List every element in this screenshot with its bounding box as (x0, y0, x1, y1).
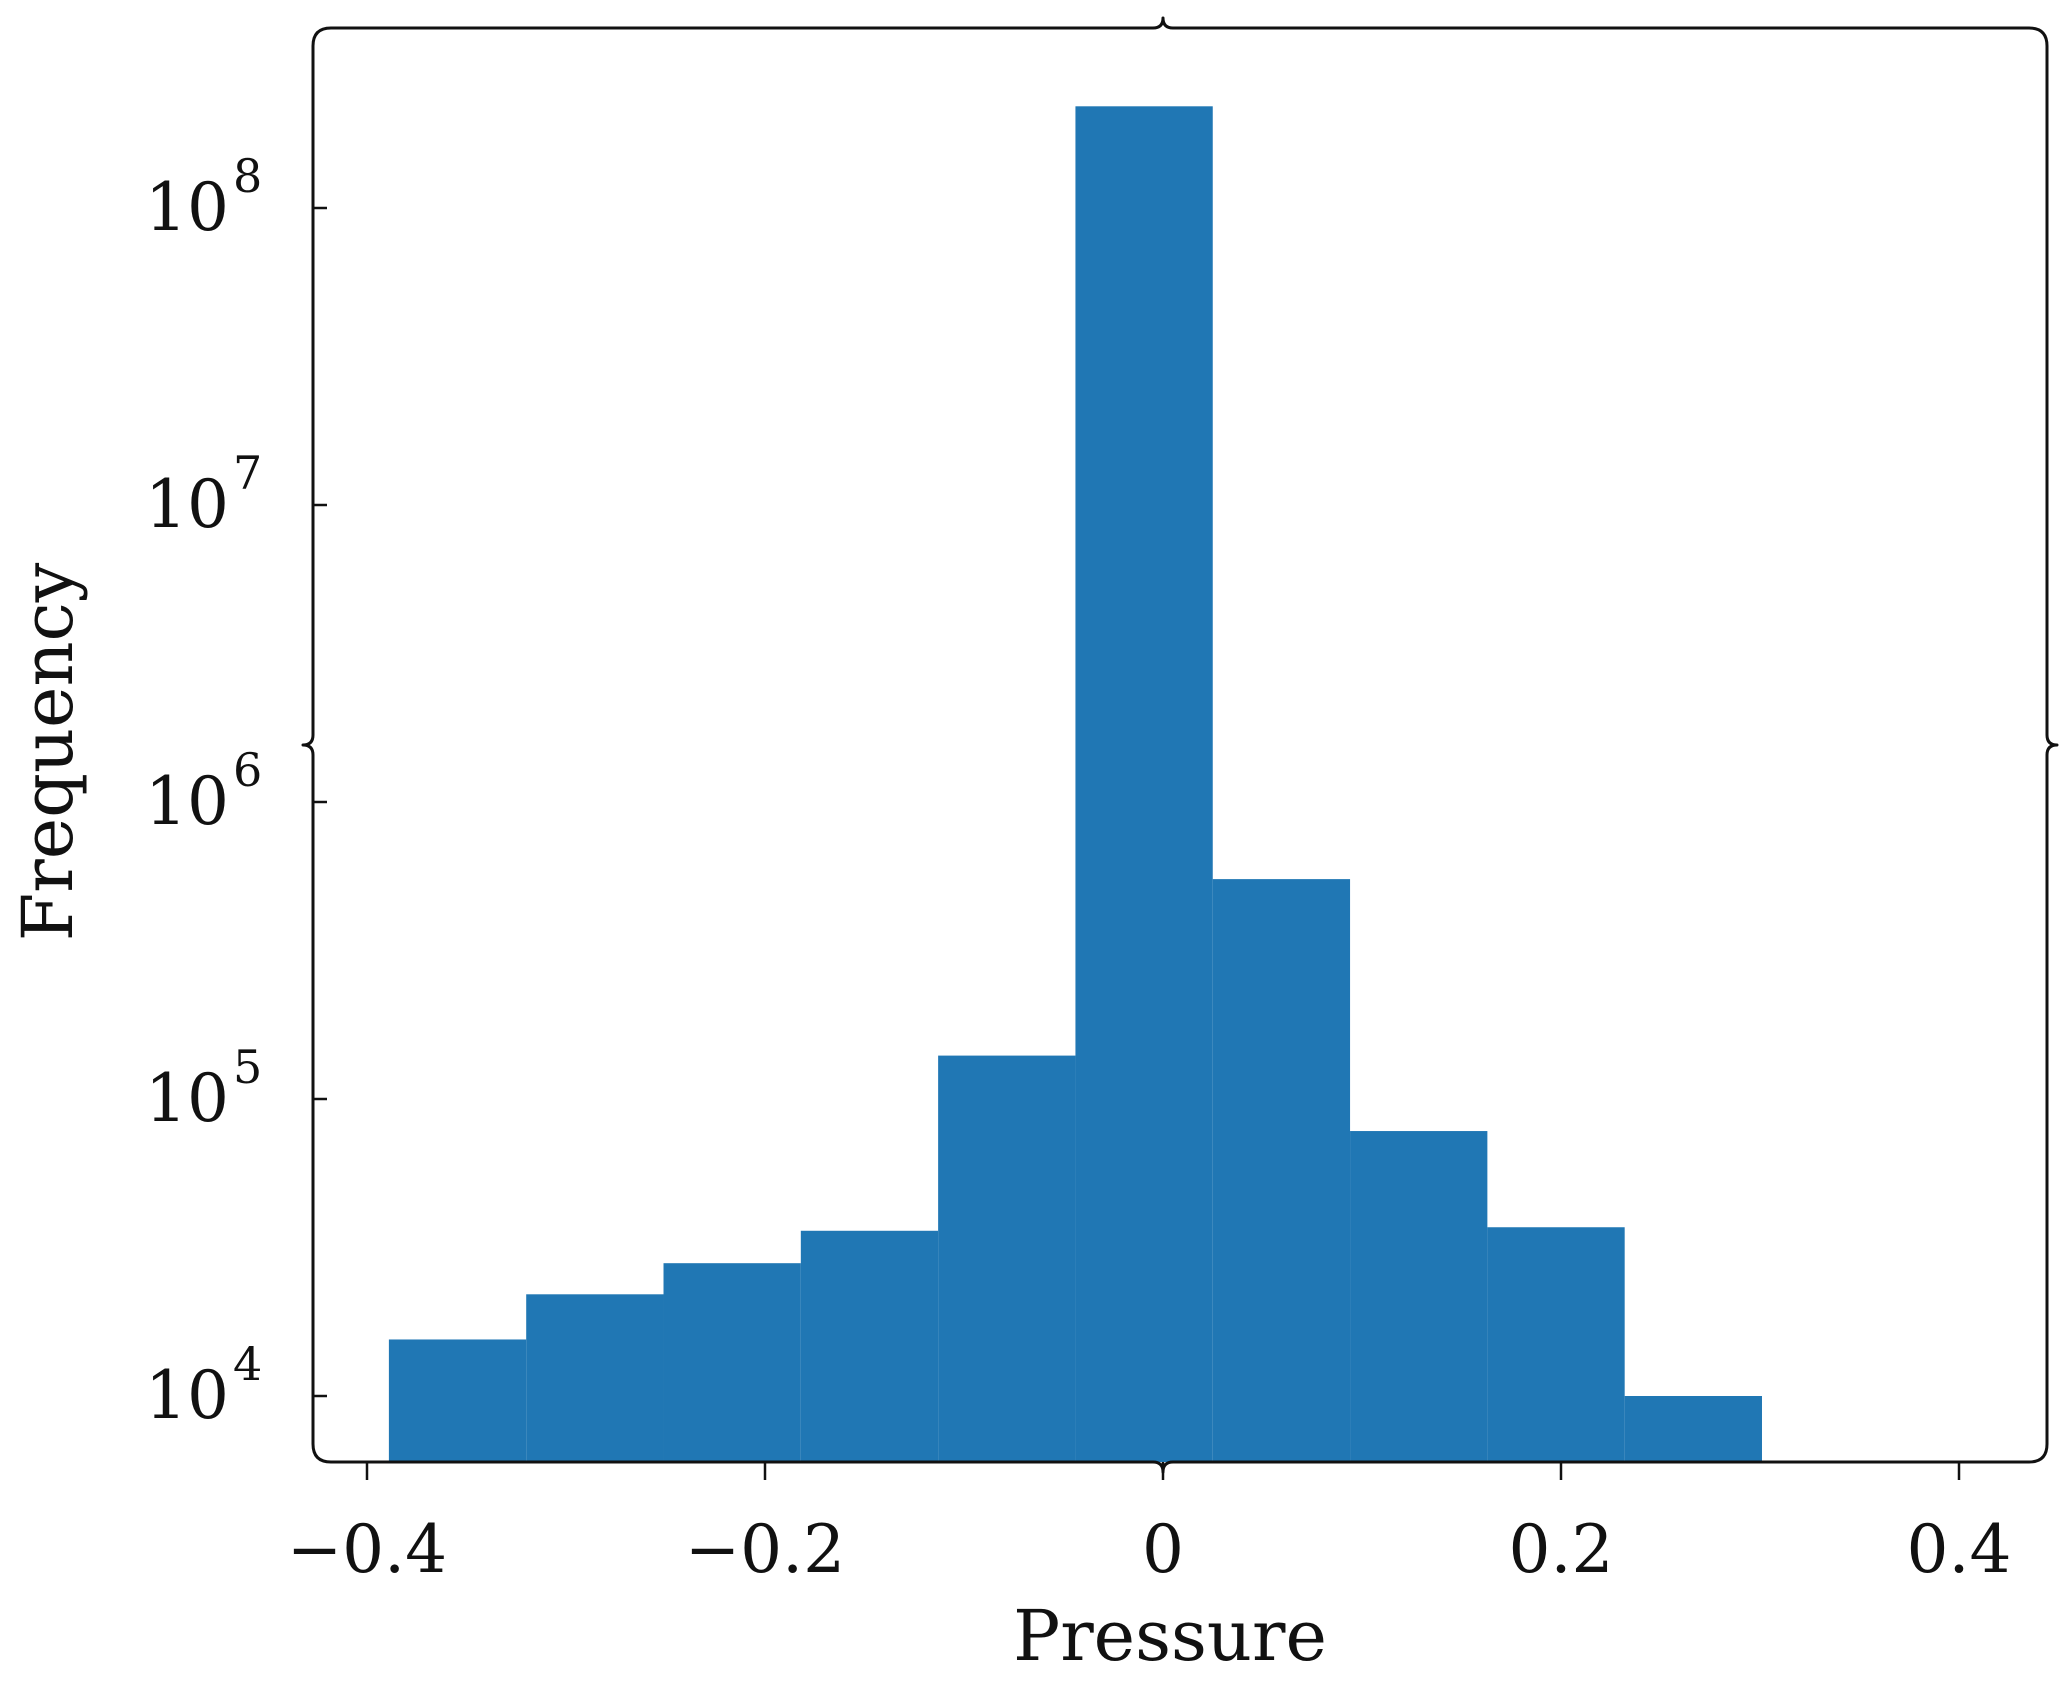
histogram-bar (663, 1263, 801, 1462)
x-tick-label: 0 (1142, 1511, 1184, 1588)
histogram-bar (388, 1339, 527, 1462)
y-tick-label: 10 (145, 466, 229, 543)
histogram-bar (1624, 1396, 1762, 1462)
histogram-bar (1212, 879, 1351, 1462)
histogram-bar (1350, 1131, 1488, 1462)
y-tick-label: 10 (145, 169, 229, 246)
y-tick-exponent: 6 (233, 743, 262, 797)
y-tick-exponent: 4 (233, 1337, 262, 1391)
histogram-bar (800, 1230, 939, 1462)
x-tick-label: −0.2 (685, 1511, 845, 1588)
bars-group (388, 106, 1762, 1463)
histogram-bar (526, 1294, 664, 1462)
y-tick-label: 10 (145, 1060, 229, 1137)
x-axis-title: Pressure (1013, 1595, 1327, 1677)
x-tick-label: 0.4 (1907, 1511, 2012, 1588)
y-tick-exponent: 7 (233, 446, 262, 500)
plot-frame (301, 16, 2059, 1474)
x-tick-label: 0.2 (1509, 1511, 1614, 1588)
y-tick-label: 10 (145, 1357, 229, 1434)
x-axis-ticks: −0.4 −0.2 0 0.2 0.4 (287, 1462, 2012, 1588)
y-tick-exponent: 5 (233, 1040, 262, 1094)
y-tick-exponent: 8 (233, 149, 262, 203)
y-axis-title: Frequency (7, 562, 89, 941)
x-tick-label: −0.4 (287, 1511, 447, 1588)
histogram-bar (938, 1055, 1076, 1462)
histogram-bar (1075, 106, 1213, 1463)
histogram-bar (1487, 1227, 1625, 1462)
y-tick-label: 10 (145, 763, 229, 840)
